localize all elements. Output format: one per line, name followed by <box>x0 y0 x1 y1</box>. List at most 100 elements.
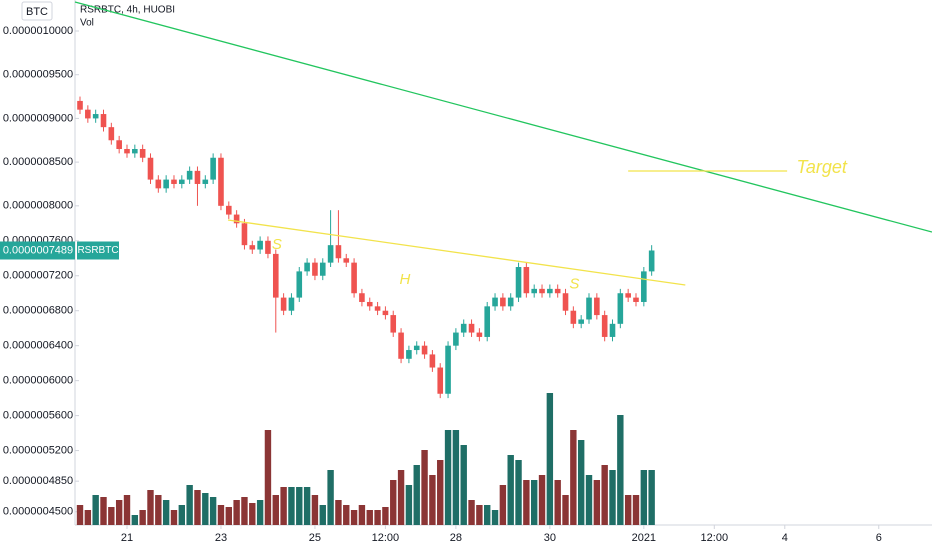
candle-body <box>460 323 467 333</box>
candle-body <box>288 297 295 311</box>
candle-body <box>139 149 146 158</box>
volume-bar <box>491 510 499 525</box>
candle-body <box>523 267 530 294</box>
y-tick-label: 0.0000004850 <box>3 475 73 487</box>
candle-body <box>374 306 381 311</box>
candle-body <box>233 214 240 224</box>
y-tick-label: 0.0000006800 <box>3 305 73 317</box>
volume-bar <box>311 495 319 525</box>
volume-bar <box>233 500 240 525</box>
candle-body <box>249 245 256 250</box>
volume-bar <box>296 487 303 525</box>
volume-bar <box>484 505 491 525</box>
volume-bar <box>546 393 554 525</box>
candle-body <box>445 345 451 394</box>
volume-bar <box>241 497 248 525</box>
candle-body <box>163 179 169 189</box>
candle-body <box>562 293 569 311</box>
volume-bar <box>609 470 616 525</box>
volume-bar <box>444 430 452 525</box>
volume-bar <box>538 475 546 525</box>
candle-body <box>601 315 608 337</box>
currency-badge[interactable] <box>21 1 53 21</box>
candle-body <box>617 293 624 324</box>
volume-bar <box>162 500 170 525</box>
candle-body <box>484 306 491 337</box>
y-tick-label: 0.0000005200 <box>3 444 73 456</box>
volume-bar <box>225 507 232 525</box>
candle-body <box>531 288 537 294</box>
candle-body <box>171 179 177 184</box>
volume-bar <box>601 465 608 525</box>
candle-body <box>359 293 365 302</box>
volume-bar <box>382 507 389 525</box>
x-tick-label: 2021 <box>632 532 656 544</box>
candle-body <box>218 157 224 206</box>
candle-body <box>335 245 342 259</box>
candle-body <box>351 262 357 294</box>
candle-body <box>382 310 389 316</box>
symbol-badge-box <box>77 241 119 260</box>
x-tick-label: 25 <box>309 532 321 544</box>
y-tick-label: 0.0000008500 <box>3 156 73 168</box>
volume-bar <box>202 493 209 525</box>
volume-bar <box>507 455 514 525</box>
volume-bar <box>554 480 561 525</box>
volume-bar <box>131 515 139 525</box>
candle-body <box>85 109 91 119</box>
candle-body <box>468 323 475 333</box>
volume-bar <box>358 505 366 525</box>
candle-body <box>116 140 122 150</box>
x-tick-label: 12:00 <box>701 532 729 544</box>
y-tick-label: 0.0000005600 <box>3 410 73 422</box>
candle-body <box>437 367 444 394</box>
volume-bar <box>617 415 624 525</box>
candle-body <box>500 297 506 307</box>
candle-body <box>272 253 279 298</box>
candle-body <box>398 332 404 359</box>
candle-body <box>265 240 271 254</box>
volume-bar <box>155 495 162 525</box>
last-price: 0.0000007489 <box>3 244 73 256</box>
volume-bar <box>476 505 483 525</box>
candle-body <box>312 262 318 276</box>
volume-bar <box>217 505 225 525</box>
volume-bar <box>209 497 217 525</box>
candle-body <box>124 149 130 154</box>
volume-bar <box>530 480 538 525</box>
volume-bar <box>437 460 444 525</box>
x-tick-label: 4 <box>782 532 788 544</box>
volume-bar <box>76 505 84 525</box>
volume-bar <box>570 430 577 525</box>
candle-body <box>413 345 420 351</box>
volume-bar <box>272 495 279 525</box>
candle-body <box>554 288 561 294</box>
volume-bar <box>515 460 522 525</box>
volume-bar <box>350 510 358 525</box>
candle-body <box>280 297 287 311</box>
volume-bar <box>405 485 413 525</box>
symbol: RSRBTC, 4h, HUOBI <box>80 5 175 16</box>
volume-bar <box>288 487 295 525</box>
volume-bar <box>397 470 405 525</box>
volume-bar <box>84 510 92 525</box>
candle-body <box>296 271 303 298</box>
candle-body <box>257 240 263 250</box>
trend-line <box>74 1 932 233</box>
candle-body <box>609 323 616 337</box>
y-tick-label: 0.0000007200 <box>3 270 73 282</box>
volume-bar <box>624 495 632 525</box>
candle-body <box>390 315 397 333</box>
candle-body <box>641 271 647 302</box>
candle-body <box>539 288 545 294</box>
candle-body <box>406 350 412 359</box>
volume-bar <box>468 500 475 525</box>
volume-bar <box>147 490 154 525</box>
annotation: S <box>272 236 282 253</box>
x-tick-label: 23 <box>215 532 227 544</box>
symbol-badge: RSRBTC <box>77 245 118 256</box>
candle-body <box>578 319 584 324</box>
candle-body <box>202 179 209 184</box>
candle-body <box>108 127 115 141</box>
y-tick-label: 0.0000008000 <box>3 200 73 212</box>
